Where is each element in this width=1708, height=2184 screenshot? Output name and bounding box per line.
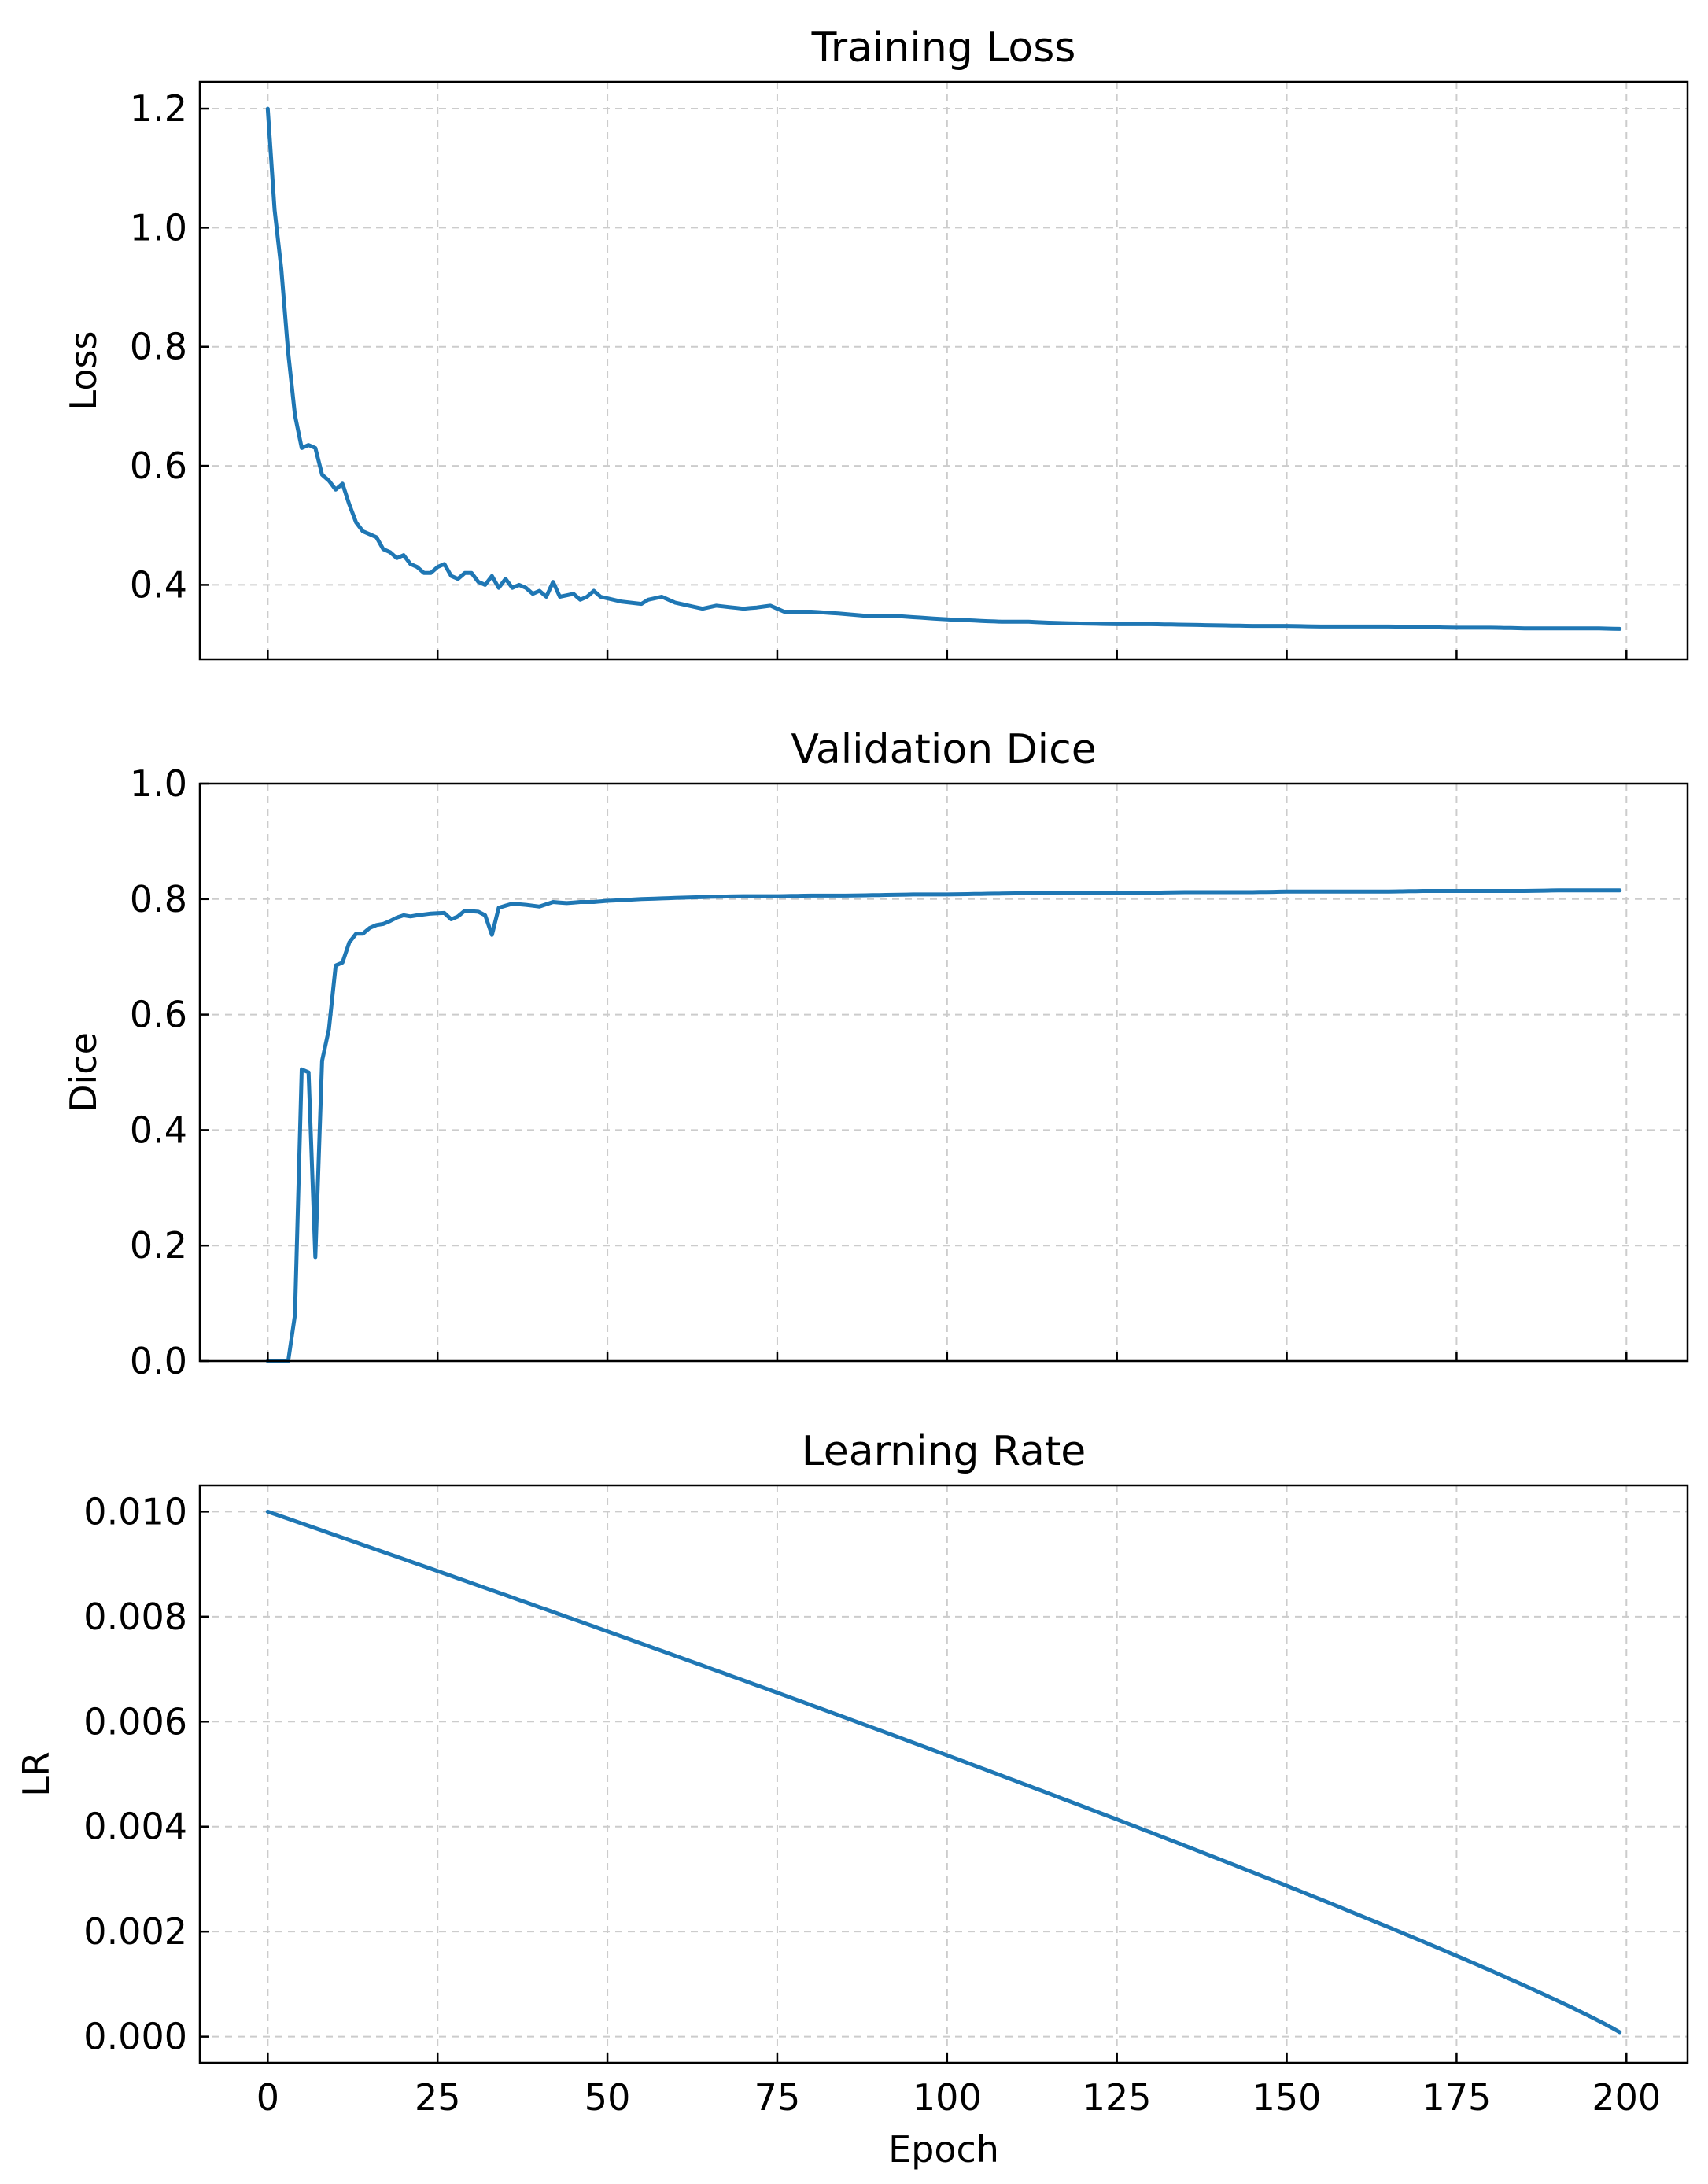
validation-dice-panel: 0.0 0.2 0.4 0.6 0.8 1.0 Validation Dice Dice [62,726,1689,1382]
y-tick-label: 1.0 [130,762,187,805]
x-tick-label: 125 [1083,2076,1152,2119]
y-axis-label: Loss [62,331,105,411]
y-tick-label: 0.6 [130,994,187,1036]
y-axis-label: Dice [62,1032,105,1112]
chart-title: Training Loss [811,24,1076,72]
series-line [265,888,1622,1363]
x-tick-label: 0 [256,2076,279,2119]
y-tick-label: 0.008 [83,1596,187,1638]
y-tick-label: 0.004 [83,1806,187,1848]
y-tick-label: 0.006 [83,1700,187,1743]
x-tick-label: 175 [1422,2076,1492,2119]
plot-frame [198,782,1689,1363]
x-axis-label: Epoch [888,2128,999,2171]
series-line [265,1509,1622,2035]
x-tick-label: 100 [913,2076,982,2119]
x-tick-label: 150 [1252,2076,1322,2119]
grid [200,1485,1688,2063]
learning-rate-panel: 0.000 0.002 0.004 0.006 0.008 0.010 0 25 50 75 100… [15,1428,1689,2171]
x-tick-label: 25 [415,2076,461,2119]
y-tick-label: 1.2 [130,87,187,130]
x-tick-label: 50 [585,2076,631,2119]
y-tick-label: 0.2 [130,1224,187,1267]
y-tick-label: 1.0 [130,206,187,249]
y-tick-label: 0.0 [130,1340,187,1382]
x-tick-label: 75 [754,2076,801,2119]
series-line [265,106,1622,631]
y-tick-label: 0.4 [130,563,187,606]
grid [200,82,1688,659]
chart-title: Validation Dice [791,726,1096,773]
y-tick-label: 0.000 [83,2016,187,2058]
y-tick-label: 0.4 [130,1109,187,1151]
x-tick-label: 200 [1592,2076,1661,2119]
y-tick-label: 0.010 [83,1490,187,1533]
y-tick-label: 0.8 [130,326,187,368]
y-tick-label: 0.6 [130,445,187,487]
training-loss-panel: 0.4 0.6 0.8 1.0 1.2 Training Loss Loss [62,24,1689,661]
grid [200,783,1688,1362]
y-tick-label: 0.8 [130,878,187,920]
chart-title: Learning Rate [802,1428,1086,1475]
plot-frame [198,1484,1689,2064]
plot-frame [198,80,1689,661]
y-tick-label: 0.002 [83,1910,187,1953]
y-axis-label: LR [15,1751,57,1797]
